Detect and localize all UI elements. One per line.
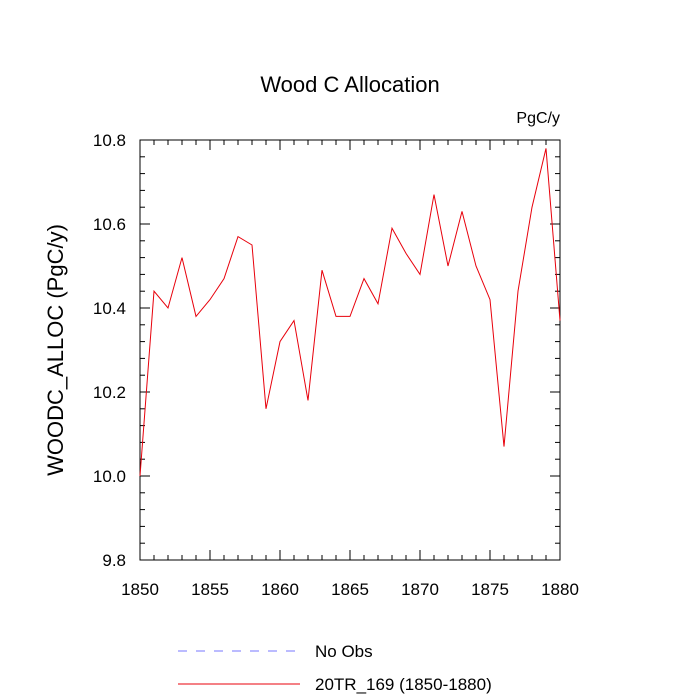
x-tick-label: 1870 <box>401 580 439 599</box>
units-label: PgC/y <box>516 110 560 127</box>
y-tick-label: 9.8 <box>102 551 126 570</box>
x-tick-labels: 1850 1855 1860 1865 1870 1875 1880 <box>121 580 579 599</box>
x-tick-label: 1850 <box>121 580 159 599</box>
series-layer <box>139 148 561 477</box>
x-tick-label: 1855 <box>191 580 229 599</box>
legend-label-no-obs: No Obs <box>315 642 373 661</box>
y-tick-label: 10.0 <box>93 467 126 486</box>
y-tick-labels: 9.8 10.0 10.2 10.4 10.6 10.8 <box>93 131 126 570</box>
y-tick-label: 10.2 <box>93 383 126 402</box>
x-tick-label: 1860 <box>261 580 299 599</box>
axis-ticks <box>139 139 561 561</box>
legend: No Obs 20TR_169 (1850-1880) <box>178 642 492 694</box>
y-tick-label: 10.4 <box>93 299 126 318</box>
legend-label-20tr-169: 20TR_169 (1850-1880) <box>315 675 492 694</box>
chart-title: Wood C Allocation <box>260 72 439 97</box>
y-tick-label: 10.6 <box>93 215 126 234</box>
plot-frame <box>139 139 561 561</box>
x-tick-label: 1880 <box>541 580 579 599</box>
x-tick-label: 1865 <box>331 580 369 599</box>
y-tick-label: 10.8 <box>93 131 126 150</box>
y-axis-label: WOODC_ALLOC (PgC/y) <box>43 224 68 476</box>
x-tick-label: 1875 <box>471 580 509 599</box>
series-line <box>139 148 561 477</box>
